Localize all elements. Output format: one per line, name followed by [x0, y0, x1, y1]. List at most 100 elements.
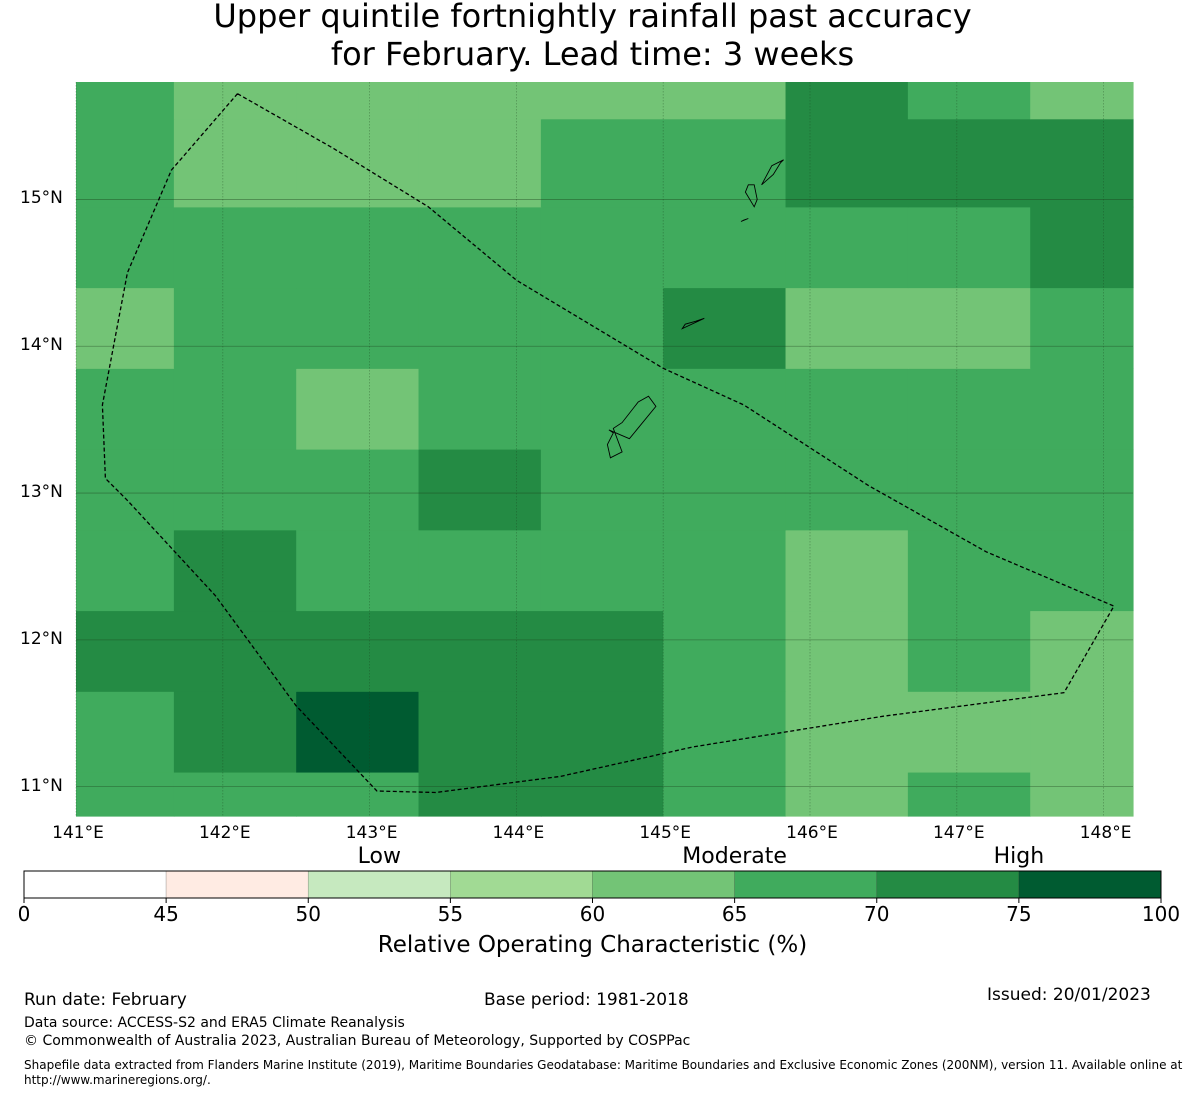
run-date: Run date: February — [24, 990, 187, 1010]
colorbar-bin — [1018, 870, 1162, 899]
roc-cell — [540, 368, 664, 450]
roc-cell — [907, 287, 1031, 369]
roc-cell — [785, 82, 909, 120]
colorbar-tick-label: 65 — [721, 902, 748, 926]
category-label-moderate: Moderate — [682, 844, 787, 869]
colorbar-tick-label: 45 — [153, 902, 179, 926]
roc-cell — [1030, 771, 1134, 817]
roc-cell — [173, 287, 297, 369]
colorbar-bin — [734, 870, 878, 899]
roc-cell — [663, 529, 787, 612]
colorbar-tick-label: 60 — [579, 902, 606, 926]
roc-cell — [1030, 118, 1134, 208]
roc-cell — [173, 368, 297, 450]
roc-cell — [296, 82, 420, 120]
roc-cell — [76, 529, 175, 612]
roc-cell — [173, 449, 297, 531]
longitude-label: 148°E — [1079, 823, 1132, 843]
roc-cell — [540, 206, 664, 289]
roc-cell — [76, 82, 175, 120]
latitude-label: 11°N — [20, 775, 63, 796]
colorbar-bin — [23, 870, 167, 899]
colorbar-tick-label: 50 — [295, 902, 321, 926]
roc-cell — [173, 118, 297, 208]
map-title-line-1: Upper quintile fortnightly rainfall past… — [213, 0, 972, 35]
roc-cell — [418, 206, 542, 289]
roc-cell — [785, 691, 909, 773]
roc-cell — [907, 206, 1031, 289]
longitude-label: 142°E — [198, 823, 251, 843]
colorbar-title: Relative Operating Characteristic (%) — [377, 932, 808, 958]
roc-map — [23, 82, 1162, 903]
roc-cell — [296, 449, 420, 531]
roc-cell — [173, 691, 297, 773]
roc-cell — [907, 118, 1031, 208]
category-label-low: Low — [357, 844, 401, 869]
roc-cell — [785, 529, 909, 612]
roc-grid-cells — [76, 82, 1134, 817]
roc-cell — [785, 449, 909, 531]
roc-cell — [663, 82, 787, 120]
roc-cell — [296, 610, 420, 692]
colorbar-bin — [450, 870, 593, 899]
roc-cell — [663, 206, 787, 289]
roc-cell — [418, 449, 542, 531]
roc-cell — [173, 206, 297, 289]
roc-cell — [785, 118, 909, 208]
longitude-label: 146°E — [786, 823, 838, 843]
roc-cell — [1030, 82, 1134, 120]
roc-cell — [296, 691, 420, 773]
roc-cell — [296, 529, 420, 612]
roc-cell — [296, 206, 420, 289]
roc-cell — [296, 287, 420, 369]
colorbar — [23, 870, 1162, 903]
roc-cell — [907, 82, 1031, 120]
roc-cell — [540, 449, 664, 531]
map-title-line-2: for February. Lead time: 3 weeks — [330, 35, 855, 73]
roc-cell — [540, 118, 664, 208]
roc-cell — [76, 287, 175, 369]
roc-cell — [785, 287, 909, 369]
island-outline — [744, 184, 758, 208]
longitude-label: 147°E — [932, 823, 985, 843]
roc-cell — [1030, 449, 1134, 531]
colorbar-bin — [307, 870, 451, 899]
roc-cell — [173, 771, 297, 817]
longitude-label: 143°E — [345, 823, 398, 843]
colorbar-bin — [876, 870, 1020, 899]
roc-cell — [418, 610, 542, 692]
longitude-label: 145°E — [639, 823, 692, 843]
roc-cell — [907, 368, 1031, 450]
roc-cell — [76, 368, 175, 450]
island-coastlines — [606, 159, 784, 459]
roc-cell — [785, 771, 909, 817]
longitude-label: 141°E — [52, 823, 104, 843]
roc-cell — [540, 82, 664, 120]
roc-cell — [907, 529, 1031, 612]
roc-cell — [1030, 529, 1134, 612]
roc-cell — [663, 449, 787, 531]
roc-cell — [1030, 368, 1134, 450]
roc-cell — [418, 771, 542, 817]
island-outline — [761, 159, 784, 186]
roc-cell — [76, 771, 175, 817]
issued-date: Issued: 20/01/2023 — [987, 985, 1151, 1005]
base-period: Base period: 1981-2018 — [484, 990, 689, 1010]
roc-cell — [296, 771, 420, 817]
colorbar-tick-label: 75 — [1006, 902, 1032, 926]
longitude-label: 144°E — [492, 823, 545, 843]
roc-cell — [418, 118, 542, 208]
roc-cell — [418, 82, 542, 120]
roc-cell — [1030, 610, 1134, 692]
roc-cell — [1030, 206, 1134, 289]
roc-cell — [76, 610, 175, 692]
roc-cell — [785, 610, 909, 692]
roc-cell — [418, 287, 542, 369]
roc-cell — [785, 206, 909, 289]
roc-cell — [173, 82, 297, 120]
roc-cell — [907, 449, 1031, 531]
roc-cell — [418, 529, 542, 612]
roc-cell — [540, 691, 664, 773]
island-outline — [606, 395, 657, 459]
colorbar-bin — [165, 870, 309, 899]
